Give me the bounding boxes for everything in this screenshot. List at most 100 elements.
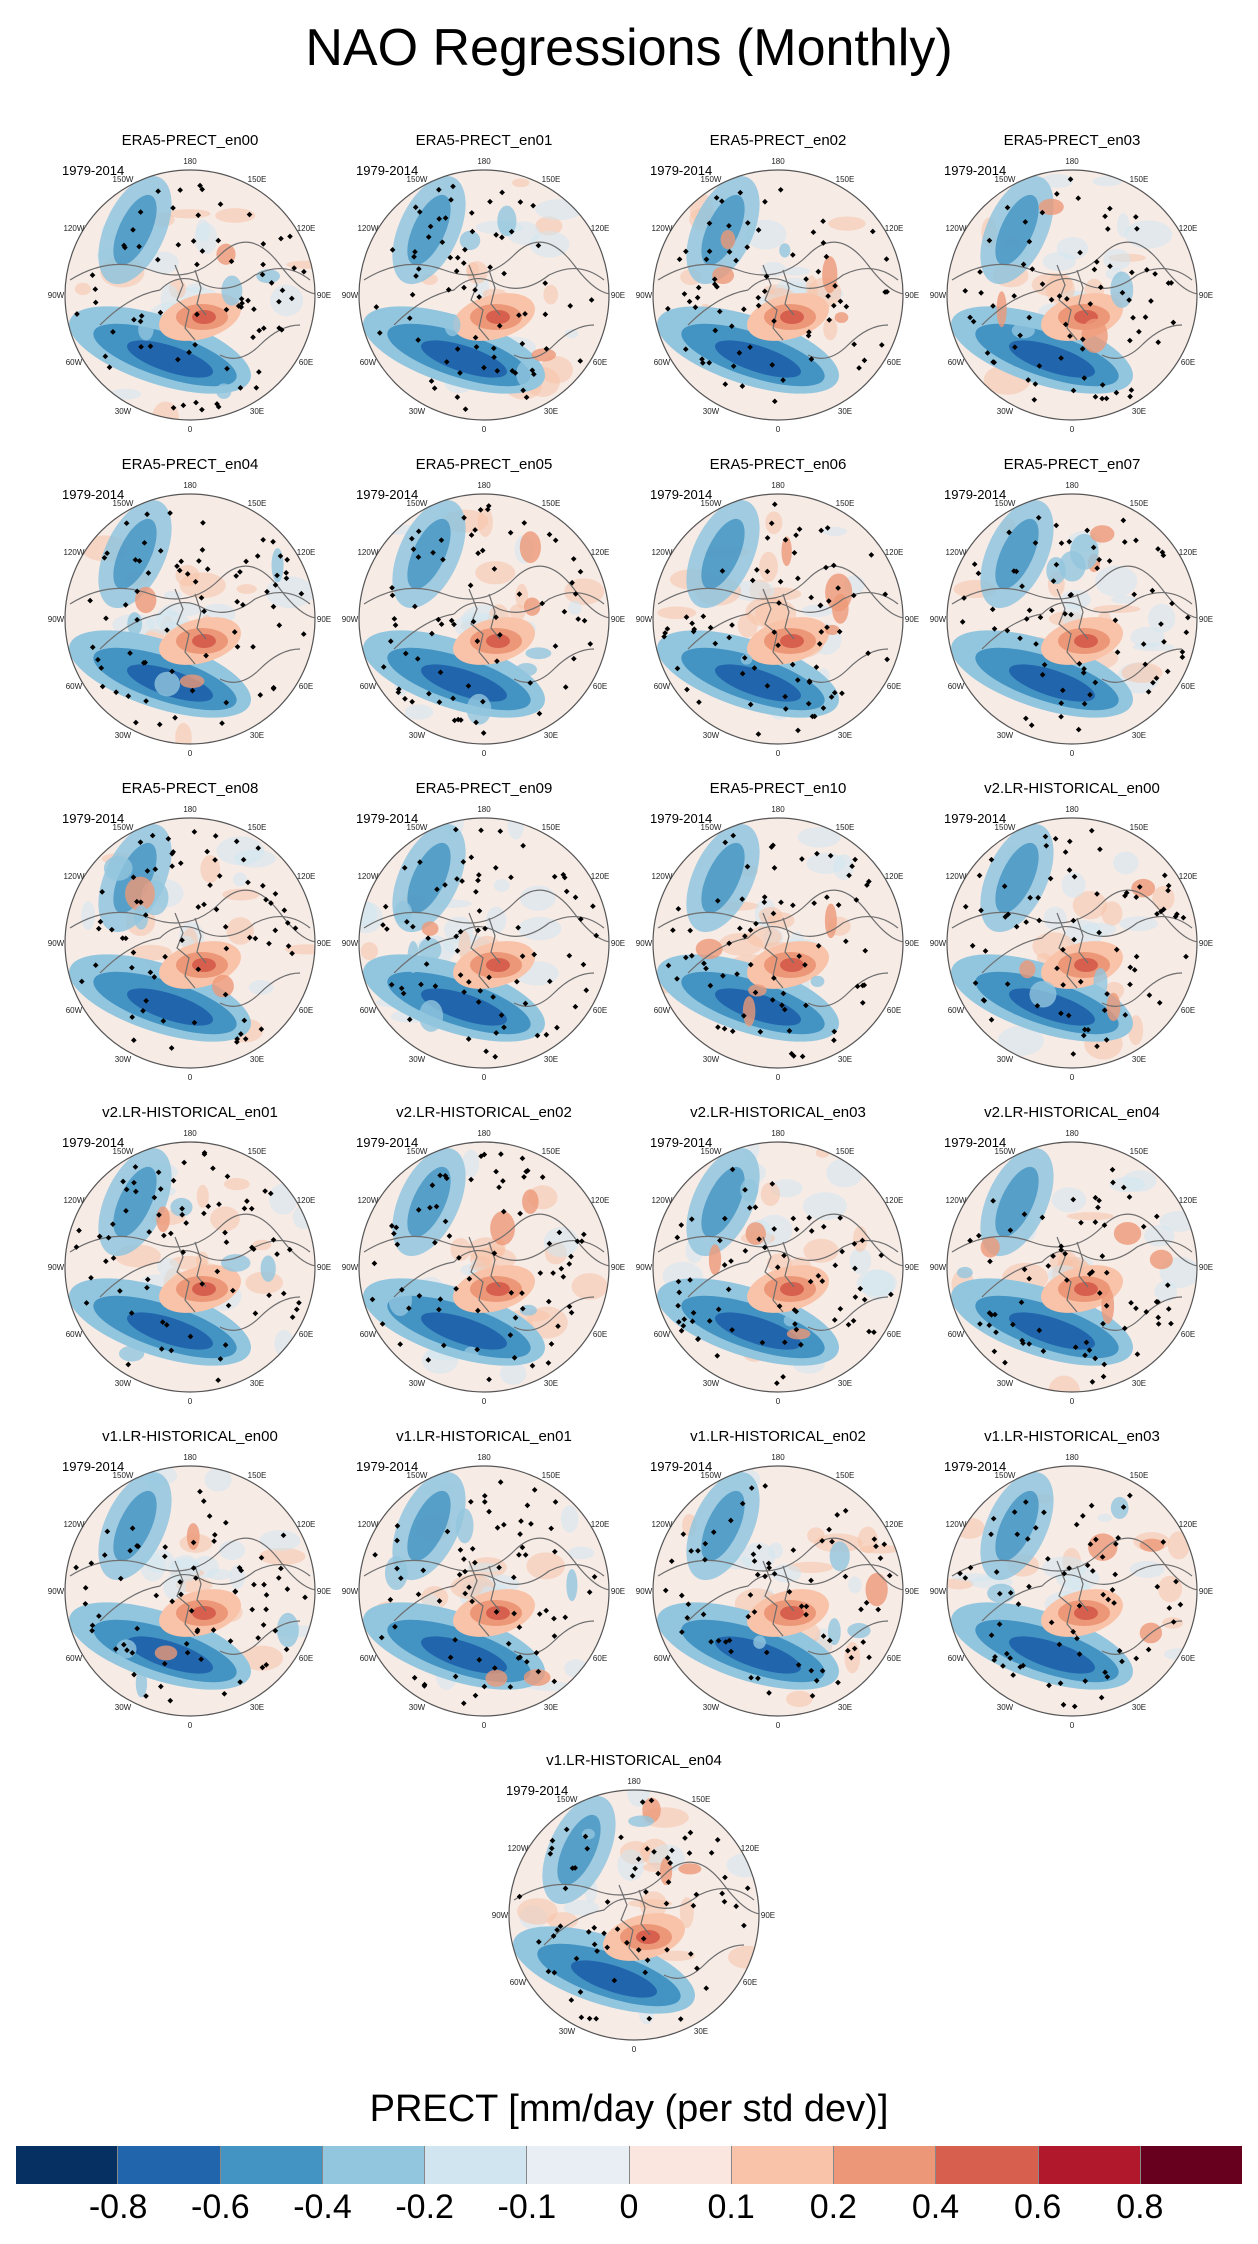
- panel-period: 1979-2014: [650, 1459, 712, 1474]
- panel-ERA5-PRECT_en07: ERA5-PRECT_en07 1979-2014 180 150E 120E 90E 60…: [930, 456, 1213, 758]
- panel-v2.LR-HISTORICAL_en04: v2.LR-HISTORICAL_en04 1979-2014 180 150E 120…: [930, 1104, 1213, 1406]
- map-border: [946, 169, 1198, 421]
- longitude-label: 150W: [701, 823, 722, 832]
- figure-title: NAO Regressions (Monthly): [305, 19, 953, 77]
- longitude-label: 120W: [357, 872, 378, 881]
- colorbar-swatch: [16, 2146, 119, 2184]
- longitude-label: 60E: [299, 1654, 313, 1663]
- panel-period: 1979-2014: [650, 1135, 712, 1150]
- panel-period: 1979-2014: [944, 163, 1006, 178]
- regression-field: [653, 818, 903, 1068]
- longitude-label: 180: [1065, 805, 1079, 814]
- regression-field: [65, 170, 315, 420]
- longitude-label: 120E: [297, 548, 316, 557]
- longitude-label: 90E: [905, 291, 919, 300]
- map-border: [358, 1141, 610, 1393]
- panel-ERA5-PRECT_en05: ERA5-PRECT_en05 1979-2014 180 150E 120E 90E 60…: [342, 456, 625, 758]
- longitude-label: 120E: [885, 1520, 904, 1529]
- longitude-label: 60E: [887, 1330, 901, 1339]
- panel-title: v1.LR-HISTORICAL_en04: [546, 1752, 722, 1769]
- coastlines: [363, 889, 609, 1007]
- longitude-label: 150W: [113, 1471, 134, 1480]
- regression-field: [359, 1466, 609, 1716]
- regression-field: [947, 494, 1197, 744]
- longitude-label: 30W: [997, 1379, 1014, 1388]
- longitude-label: 180: [1065, 481, 1079, 490]
- panel-period: 1979-2014: [356, 1459, 418, 1474]
- panel-title: v2.LR-HISTORICAL_en04: [984, 1104, 1160, 1121]
- longitude-label: 30E: [1132, 731, 1146, 740]
- map-border: [652, 817, 904, 1069]
- longitude-label: 60W: [66, 1654, 83, 1663]
- longitude-label: 30E: [544, 1055, 558, 1064]
- coastlines: [657, 1213, 903, 1331]
- longitude-label: 90E: [317, 939, 331, 948]
- coastlines: [951, 565, 1197, 683]
- longitude-label: 60E: [887, 358, 901, 367]
- longitude-label: 30E: [250, 407, 264, 416]
- longitude-label: 30W: [997, 1703, 1014, 1712]
- longitude-label: 60W: [360, 1006, 377, 1015]
- longitude-label: 90W: [636, 615, 653, 624]
- longitude-label: 60W: [66, 682, 83, 691]
- longitude-label: 60W: [654, 1006, 671, 1015]
- longitude-label: 30E: [544, 1379, 558, 1388]
- longitude-label: 30E: [250, 1379, 264, 1388]
- colorbar-title: PRECT [mm/day (per std dev)]: [369, 2088, 889, 2130]
- panel-ERA5-PRECT_en08: ERA5-PRECT_en08 1979-2014 180 150E 120E 90E 60…: [48, 780, 331, 1082]
- panel-title: ERA5-PRECT_en02: [710, 132, 847, 149]
- panel-ERA5-PRECT_en00: ERA5-PRECT_en00 1979-2014 180 150E 120E 90E 60…: [48, 132, 331, 434]
- longitude-label: 120E: [297, 224, 316, 233]
- longitude-label: 90W: [930, 615, 947, 624]
- panel-title: ERA5-PRECT_en09: [416, 780, 553, 797]
- significance-stipples: [959, 514, 1191, 733]
- longitude-label: 180: [771, 805, 785, 814]
- longitude-label: 180: [1065, 157, 1079, 166]
- longitude-label: 60W: [654, 1654, 671, 1663]
- colorbar-labels: -0.8 -0.6 -0.4 -0.2 -0.1 0 0.1 0.2 0.4 0.6 0.8: [16, 2188, 1242, 2236]
- regression-field: [65, 1142, 315, 1392]
- longitude-label: 60E: [1181, 1654, 1195, 1663]
- longitude-label: 30E: [544, 731, 558, 740]
- longitude-label: 90W: [636, 291, 653, 300]
- longitude-label: 30W: [409, 1055, 426, 1064]
- coastlines: [657, 889, 903, 1007]
- significance-stipples: [87, 510, 307, 728]
- map-border: [64, 817, 316, 1069]
- longitude-label: 30E: [1132, 1055, 1146, 1064]
- longitude-label: 90W: [342, 1263, 359, 1272]
- longitude-label: 120E: [1179, 1520, 1198, 1529]
- longitude-label: 90W: [636, 1263, 653, 1272]
- map-border: [652, 1141, 904, 1393]
- longitude-label: 90W: [930, 939, 947, 948]
- longitude-label: 120W: [63, 548, 84, 557]
- longitude-label: 90W: [48, 1587, 65, 1596]
- longitude-label: 180: [627, 1777, 641, 1786]
- longitude-label: 0: [1070, 1073, 1075, 1082]
- panel-period: 1979-2014: [650, 163, 712, 178]
- significance-stipples: [661, 501, 890, 737]
- coastlines: [657, 565, 903, 683]
- panel-period: 1979-2014: [944, 1459, 1006, 1474]
- longitude-label: 60W: [948, 1654, 965, 1663]
- longitude-label: 30W: [409, 407, 426, 416]
- longitude-label: 90W: [492, 1911, 509, 1920]
- longitude-label: 60W: [360, 1654, 377, 1663]
- longitude-label: 120W: [651, 1520, 672, 1529]
- longitude-label: 30E: [1132, 1379, 1146, 1388]
- longitude-label: 150W: [995, 499, 1016, 508]
- longitude-label: 0: [776, 1073, 781, 1082]
- longitude-label: 150E: [1130, 175, 1149, 184]
- longitude-label: 180: [1065, 1129, 1079, 1138]
- panel-period: 1979-2014: [944, 811, 1006, 826]
- regression-field: [947, 170, 1197, 420]
- longitude-label: 150E: [1130, 499, 1149, 508]
- regression-field: [359, 494, 609, 744]
- longitude-label: 60W: [948, 1006, 965, 1015]
- map-border: [946, 1141, 1198, 1393]
- longitude-label: 120E: [591, 1196, 610, 1205]
- panel-ERA5-PRECT_en10: ERA5-PRECT_en10 1979-2014 180 150E 120E 90E 60…: [636, 780, 919, 1082]
- panel-ERA5-PRECT_en04: ERA5-PRECT_en04 1979-2014 180 150E 120E 90E 60…: [48, 456, 331, 758]
- longitude-label: 0: [1070, 749, 1075, 758]
